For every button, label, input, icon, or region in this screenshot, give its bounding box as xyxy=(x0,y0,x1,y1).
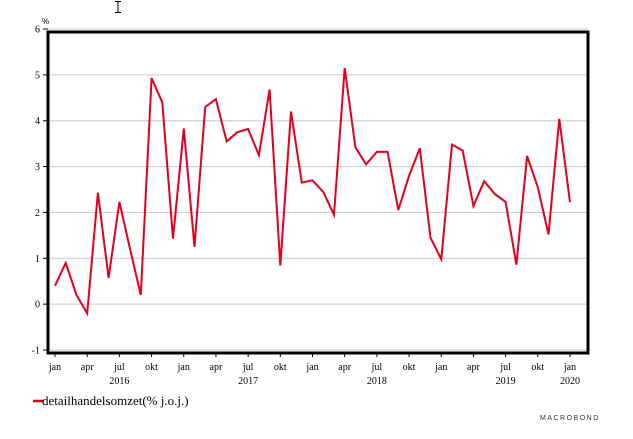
x-month-label: jul xyxy=(371,362,383,373)
x-month-label: okt xyxy=(531,362,544,373)
x-year-label: 2016 xyxy=(109,376,129,387)
x-year-label: 2017 xyxy=(238,376,258,387)
x-month-label: jan xyxy=(434,362,447,373)
y-tick-label: 4 xyxy=(35,116,40,127)
y-tick-label: 5 xyxy=(35,70,40,81)
y-tick-label: 2 xyxy=(35,208,40,219)
x-month-label: apr xyxy=(81,362,94,373)
x-month-label: jan xyxy=(305,362,318,373)
y-tick-label: 3 xyxy=(35,162,40,173)
y-unit-label: % xyxy=(42,17,49,26)
y-axis-ticks: -1 0 1 2 3 4 5 6 xyxy=(32,25,48,357)
x-month-label: okt xyxy=(274,362,287,373)
x-month-label: apr xyxy=(338,362,351,373)
text-cursor-icon xyxy=(114,0,122,13)
x-month-label: jan xyxy=(48,362,61,373)
x-month-label: jul xyxy=(499,362,511,373)
y-tick-label: -1 xyxy=(32,346,40,357)
x-month-label: jan xyxy=(563,362,576,373)
y-tick-label: 0 xyxy=(35,300,40,311)
x-month-label: apr xyxy=(210,362,223,373)
x-month-label: jul xyxy=(113,362,125,373)
x-month-label: jan xyxy=(177,362,190,373)
y-tick-label: 1 xyxy=(35,254,40,265)
x-month-label: okt xyxy=(403,362,416,373)
series-line xyxy=(54,67,571,317)
x-month-label: jul xyxy=(242,362,254,373)
x-month-label: okt xyxy=(145,362,158,373)
macrobond-logo: MACROBOND xyxy=(540,415,600,422)
x-month-label: apr xyxy=(467,362,480,373)
brand-text: MACROBOND xyxy=(540,415,600,422)
y-tick-label: 6 xyxy=(35,25,40,36)
legend: detailhandelsomzet(% j.o.j.) xyxy=(33,393,189,408)
x-year-label: 2018 xyxy=(367,376,387,387)
x-year-label: 2019 xyxy=(496,376,516,387)
gridlines xyxy=(48,28,588,351)
x-axis-ticks: jan apr jul okt jan apr jul okt jan apr jul okt jan a… xyxy=(48,353,580,387)
legend-label: detailhandelsomzet(% j.o.j.) xyxy=(42,393,189,408)
series-layer xyxy=(54,67,571,317)
plot-frame xyxy=(46,30,590,355)
x-year-label: 2020 xyxy=(560,376,580,387)
